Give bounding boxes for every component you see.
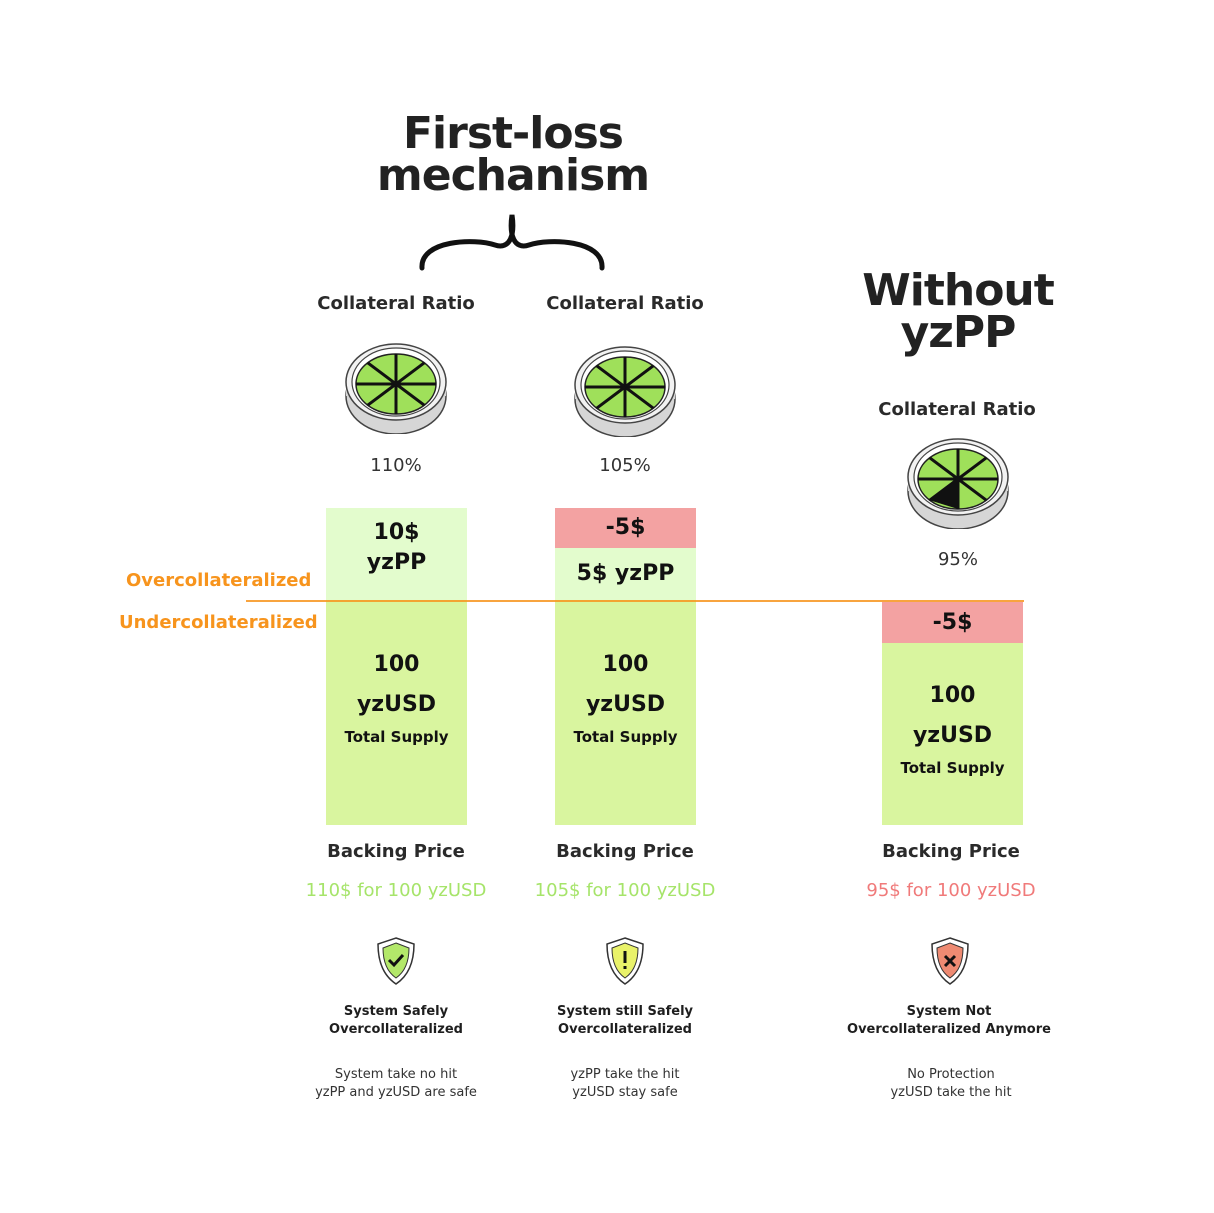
title-line: Without (862, 265, 1055, 316)
loss-segment: -5$ (882, 602, 1023, 643)
backing-price-value: 95$ for 100 yzUSD (866, 880, 1036, 901)
shield-check-icon (377, 937, 415, 985)
yzpp-amount: 10$ (373, 520, 420, 545)
lime-segment-line (957, 456, 988, 481)
yzusd-segment: 100 yzUSD Total Supply (882, 643, 1023, 825)
missing-slice (929, 479, 958, 509)
title-line: yzPP (900, 307, 1017, 358)
lime-segment-line (928, 456, 959, 481)
loss-segment: -5$ (555, 508, 696, 548)
yzusd-amount: 100 (602, 651, 649, 677)
lime-icon-missing-slice (907, 438, 1009, 529)
yzpp-token: yzPP (366, 550, 427, 575)
curly-brace-icon (419, 214, 605, 271)
yzusd-token: yzUSD (912, 723, 993, 748)
shield-x-icon (931, 937, 969, 985)
yzusd-token: yzUSD (585, 691, 666, 717)
yzusd-segment: 100 yzUSD Total Supply (555, 600, 696, 825)
backing-price-label: Backing Price (327, 841, 465, 862)
lime-segment-line (395, 382, 426, 407)
collateral-threshold-line (246, 600, 1024, 602)
yzpp-segment: 5$ yzPP (555, 548, 696, 600)
yzusd-token: yzUSD (356, 691, 437, 717)
lime-segment-line (624, 385, 655, 410)
first-loss-title: First-loss mechanism (313, 108, 713, 201)
yzusd-amount: 100 (373, 651, 420, 677)
backing-price-value: 110$ for 100 yzUSD (305, 880, 487, 901)
undercollateralized-label: Undercollateralized (119, 612, 318, 633)
lime-icon (574, 346, 676, 437)
collateral-ratio-label: Collateral Ratio (878, 399, 1036, 420)
collateral-ratio-label: Collateral Ratio (317, 293, 475, 314)
lime-segment-line (366, 382, 397, 407)
yzusd-amount: 100 (929, 683, 976, 708)
description-text: No Protection yzUSD take the hit (831, 1066, 1071, 1102)
title-line: First-loss (402, 108, 624, 159)
collateral-ratio-label: Collateral Ratio (546, 293, 704, 314)
ratio-value: 110% (370, 455, 422, 476)
status-line: Overcollateralized Anymore (847, 1022, 1051, 1037)
total-supply-label: Total Supply (344, 727, 449, 746)
description-line: yzUSD stay safe (572, 1085, 678, 1100)
lime-segment-line (595, 364, 626, 389)
description-line: yzPP take the hit (570, 1067, 680, 1082)
lime-segment-line (366, 361, 397, 386)
status-line: System still Safely (556, 1004, 694, 1019)
ratio-value: 95% (937, 549, 978, 570)
backing-price-label: Backing Price (556, 841, 694, 862)
without-yzpp-title: Without yzPP (808, 265, 1108, 358)
lime-segment-line (928, 477, 959, 502)
description-text: yzPP take the hit yzUSD stay safe (505, 1066, 745, 1102)
description-line: System take no hit (334, 1067, 458, 1082)
total-supply-label: Total Supply (900, 759, 1005, 777)
backing-price-label: Backing Price (882, 841, 1020, 862)
title-line: mechanism (376, 150, 650, 201)
description-line: yzPP and yzUSD are safe (315, 1085, 477, 1100)
yzpp-segment: 10$ yzPP (326, 508, 467, 600)
status-text: System Safely Overcollateralized (276, 1003, 516, 1039)
yzusd-segment: 100 yzUSD Total Supply (326, 600, 467, 825)
description-text: System take no hit yzPP and yzUSD are saf… (276, 1066, 516, 1102)
description-line: yzUSD take the hit (890, 1085, 1012, 1100)
status-text: System Not Overcollateralized Anymore (829, 1003, 1069, 1039)
status-text: System still Safely Overcollateralized (505, 1003, 745, 1039)
status-line: Overcollateralized (329, 1022, 463, 1037)
lime-segment-line (957, 477, 988, 502)
description-line: No Protection (907, 1067, 995, 1082)
shield-warning-icon (606, 937, 644, 985)
overcollateralized-label: Overcollateralized (126, 570, 312, 591)
lime-icon (345, 343, 447, 434)
status-line: Overcollateralized (558, 1022, 692, 1037)
lime-segment-line (395, 361, 426, 386)
lime-segment-line (595, 385, 626, 410)
backing-price-value: 105$ for 100 yzUSD (534, 880, 716, 901)
status-line: System Safely (343, 1004, 449, 1019)
ratio-value: 105% (599, 455, 651, 476)
status-line: System Not (906, 1004, 992, 1019)
total-supply-label: Total Supply (573, 727, 678, 746)
lime-segment-line (624, 364, 655, 389)
